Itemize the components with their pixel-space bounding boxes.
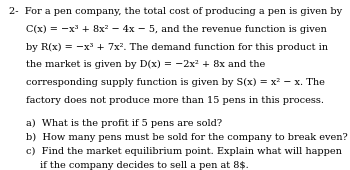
Text: a)  What is the profit if 5 pens are sold?: a) What is the profit if 5 pens are sold… bbox=[26, 119, 222, 128]
Text: if the company decides to sell a pen at 8$.: if the company decides to sell a pen at … bbox=[40, 162, 249, 170]
Text: factory does not produce more than 15 pens in this process.: factory does not produce more than 15 pe… bbox=[26, 96, 324, 105]
Text: c)  Find the market equilibrium point. Explain what will happen: c) Find the market equilibrium point. Ex… bbox=[26, 147, 342, 156]
Text: corresponding supply function is given by S(x) = x² − x. The: corresponding supply function is given b… bbox=[26, 78, 325, 87]
Text: C(x) = −x³ + 8x² − 4x − 5, and the revenue function is given: C(x) = −x³ + 8x² − 4x − 5, and the reven… bbox=[26, 25, 327, 34]
Text: by R(x) = −x³ + 7x². The demand function for this product in: by R(x) = −x³ + 7x². The demand function… bbox=[26, 42, 328, 52]
Text: the market is given by D(x) = −2x² + 8x and the: the market is given by D(x) = −2x² + 8x … bbox=[26, 60, 266, 69]
Text: 2-  For a pen company, the total cost of producing a pen is given by: 2- For a pen company, the total cost of … bbox=[9, 7, 342, 16]
Text: b)  How many pens must be sold for the company to break even?: b) How many pens must be sold for the co… bbox=[26, 133, 348, 142]
